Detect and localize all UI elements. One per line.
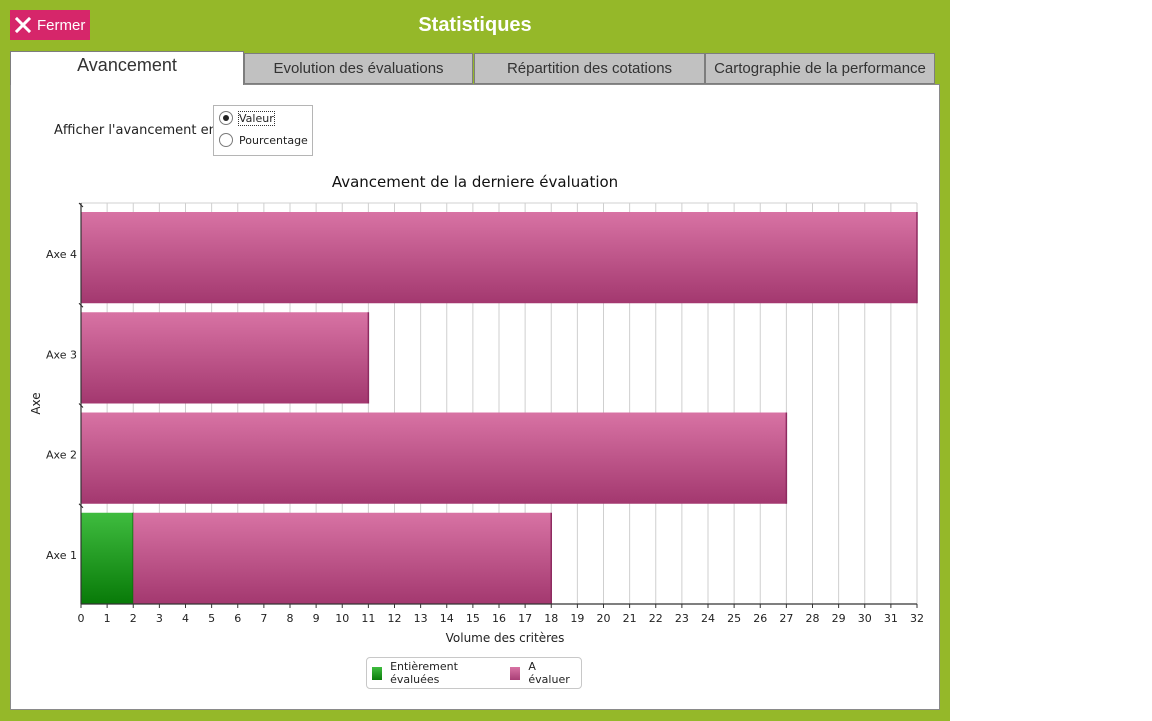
display-mode-label: Afficher l'avancement en	[54, 123, 217, 138]
x-tick-label: 23	[675, 612, 689, 625]
bar	[133, 512, 552, 604]
progress-chart: 0 1 2 3 4 5 6 7 8 9 10 11 12 13 14 15 16 17 18 19 20 21 22 23 24…	[29, 202, 924, 645]
x-tick-label: 31	[884, 612, 898, 625]
legend-swatch-evaluated	[372, 666, 383, 680]
x-tick-label: 20	[597, 612, 611, 625]
bar	[81, 512, 134, 604]
tab-cartographie[interactable]: Cartographie de la performance	[705, 53, 935, 84]
legend-label-pending: A évaluer	[528, 660, 570, 686]
bar	[81, 312, 369, 404]
x-tick-label: 18	[544, 612, 558, 625]
x-tick-label: 0	[78, 612, 85, 625]
y-tick-label: Axe 1	[46, 549, 77, 562]
radio-valeur[interactable]: Valeur	[219, 110, 275, 126]
x-tick-label: 16	[492, 612, 506, 625]
y-tick-label: Axe 4	[46, 248, 77, 261]
x-tick-label: 24	[701, 612, 715, 625]
x-tick-label: 10	[335, 612, 349, 625]
tab-evolution[interactable]: Evolution des évaluations	[244, 53, 473, 84]
legend-item-pending: A évaluer	[510, 660, 576, 686]
legend-label-evaluated: Entièrement évaluées	[390, 660, 458, 686]
x-tick-label: 22	[649, 612, 663, 625]
page-title: Statistiques	[418, 14, 532, 36]
x-tick-label: 6	[234, 612, 241, 625]
x-tick-label: 30	[858, 612, 872, 625]
display-mode-group: Valeur Pourcentage	[213, 105, 313, 156]
close-button[interactable]: Fermer	[10, 10, 90, 40]
radio-pourcentage-indicator[interactable]	[219, 133, 233, 147]
x-tick-label: 9	[313, 612, 320, 625]
y-axis-title: Axe	[29, 392, 43, 414]
x-tick-label: 29	[832, 612, 846, 625]
x-tick-label: 13	[414, 612, 428, 625]
tab-avancement[interactable]: Avancement	[10, 51, 244, 85]
x-tick-label: 21	[623, 612, 637, 625]
x-tick-label: 25	[727, 612, 741, 625]
bar	[81, 412, 787, 504]
x-axis-title: Volume des critères	[446, 631, 565, 645]
radio-pourcentage[interactable]: Pourcentage	[219, 133, 308, 147]
x-tick-label: 11	[361, 612, 375, 625]
close-button-label: Fermer	[37, 16, 86, 34]
x-tick-label: 3	[156, 612, 163, 625]
radio-valeur-label[interactable]: Valeur	[238, 110, 275, 126]
radio-valeur-indicator[interactable]	[219, 111, 233, 125]
x-tick-label: 12	[388, 612, 402, 625]
legend-item-evaluated: Entièrement évaluées	[372, 660, 500, 686]
x-tick-label: 17	[518, 612, 532, 625]
legend-swatch-pending	[510, 666, 521, 680]
x-tick-label: 32	[910, 612, 924, 625]
x-tick-label: 27	[779, 612, 793, 625]
x-tick-label: 2	[130, 612, 137, 625]
chart-title: Avancement de la derniere évaluation	[331, 173, 619, 191]
bar	[81, 212, 917, 304]
tab-repartition[interactable]: Répartition des cotations	[474, 53, 705, 84]
x-tick-label: 14	[440, 612, 454, 625]
y-tick-label: Axe 3	[46, 348, 77, 361]
y-tick-label: Axe 2	[46, 449, 77, 462]
close-icon	[14, 16, 32, 34]
radio-pourcentage-label[interactable]: Pourcentage	[239, 133, 308, 147]
statistics-window: Fermer Statistiques Avancement Evolution…	[0, 0, 950, 721]
x-tick-label: 28	[806, 612, 820, 625]
chart-legend: Entièrement évaluées A évaluer	[366, 657, 582, 689]
x-tick-label: 8	[287, 612, 294, 625]
x-tick-label: 1	[104, 612, 111, 625]
x-tick-label: 19	[570, 612, 584, 625]
x-tick-label: 7	[260, 612, 267, 625]
x-tick-label: 15	[466, 612, 480, 625]
x-tick-label: 4	[182, 612, 189, 625]
x-tick-label: 26	[753, 612, 767, 625]
x-tick-label: 5	[208, 612, 215, 625]
